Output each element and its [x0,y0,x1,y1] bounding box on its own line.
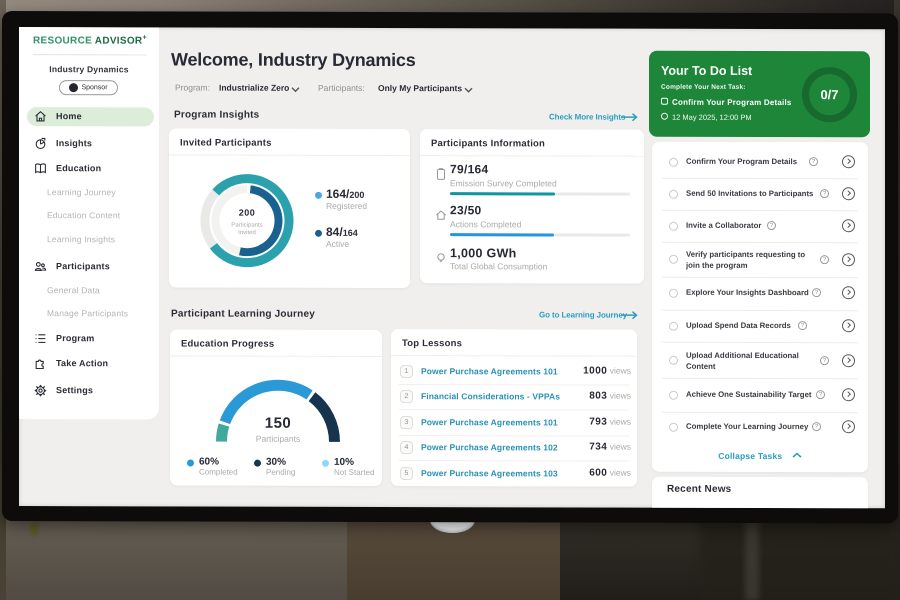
svg-text:Participants: Participants [231,223,262,229]
svg-text:200: 200 [239,208,256,218]
svg-text:Invited: Invited [238,230,256,236]
